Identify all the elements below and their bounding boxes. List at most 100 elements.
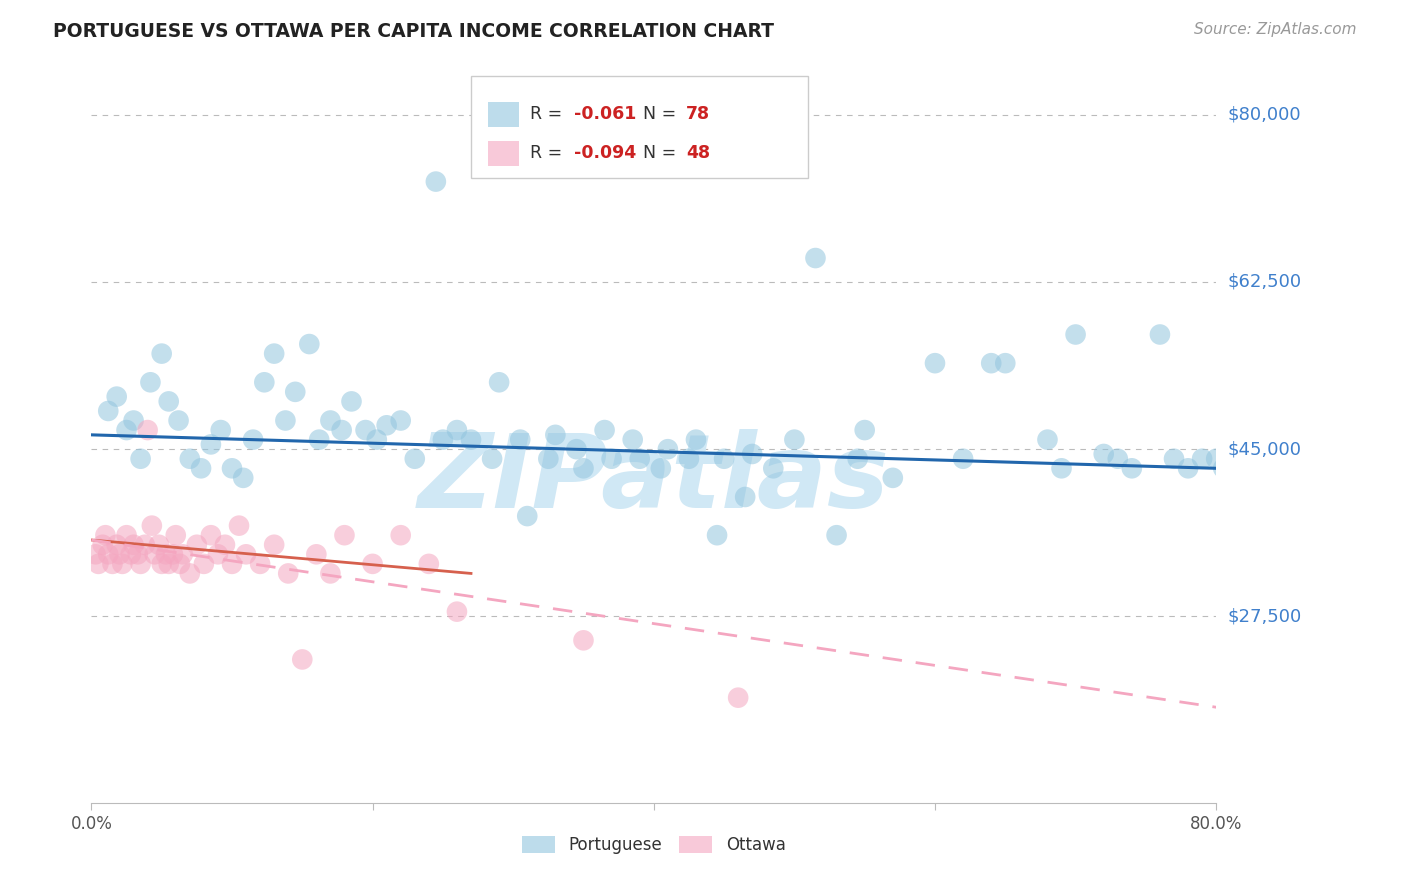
Point: [425, 175, 447, 189]
Point: [330, 423, 353, 437]
Point: [361, 557, 384, 571]
Point: [1121, 461, 1143, 475]
Point: [980, 356, 1002, 370]
Text: -0.094: -0.094: [574, 145, 636, 162]
Point: [446, 423, 468, 437]
Point: [221, 557, 243, 571]
Legend: Portuguese, Ottawa: Portuguese, Ottawa: [516, 830, 792, 861]
Point: [389, 528, 412, 542]
Point: [650, 461, 672, 475]
Point: [713, 451, 735, 466]
Text: -0.061: -0.061: [574, 105, 636, 123]
Point: [253, 376, 276, 390]
Point: [263, 346, 285, 360]
Point: [340, 394, 363, 409]
Point: [853, 423, 876, 437]
Point: [291, 652, 314, 666]
Point: [162, 547, 184, 561]
Point: [214, 538, 236, 552]
Point: [129, 557, 152, 571]
Point: [136, 423, 159, 437]
Point: [120, 547, 142, 561]
Point: [783, 433, 806, 447]
Point: [122, 538, 145, 552]
Point: [169, 557, 191, 571]
Point: [366, 433, 388, 447]
Point: [91, 538, 114, 552]
Point: [706, 528, 728, 542]
Point: [565, 442, 588, 457]
Text: N =: N =: [643, 105, 682, 123]
Text: $80,000: $80,000: [1227, 105, 1301, 124]
Point: [481, 451, 503, 466]
Text: $45,000: $45,000: [1227, 440, 1302, 458]
Point: [129, 451, 152, 466]
Text: 48: 48: [686, 145, 710, 162]
Point: [263, 538, 285, 552]
Point: [200, 528, 222, 542]
Point: [249, 557, 271, 571]
Text: 78: 78: [686, 105, 710, 123]
Point: [319, 413, 342, 427]
Point: [657, 442, 679, 457]
Text: R =: R =: [530, 105, 568, 123]
Point: [994, 356, 1017, 370]
Point: [207, 547, 229, 561]
Point: [228, 518, 250, 533]
Point: [274, 413, 297, 427]
Point: [97, 404, 120, 418]
Point: [628, 451, 651, 466]
Point: [762, 461, 785, 475]
Point: [825, 528, 848, 542]
Point: [155, 547, 177, 561]
Point: [193, 557, 215, 571]
Point: [157, 394, 180, 409]
Text: $62,500: $62,500: [1227, 273, 1302, 291]
Point: [319, 566, 342, 581]
Point: [446, 605, 468, 619]
Point: [150, 346, 173, 360]
Point: [143, 547, 166, 561]
Point: [593, 423, 616, 437]
Text: R =: R =: [530, 145, 568, 162]
Point: [572, 633, 595, 648]
Point: [734, 490, 756, 504]
Point: [139, 376, 162, 390]
Point: [235, 547, 257, 561]
Point: [308, 433, 330, 447]
Point: [305, 547, 328, 561]
Point: [924, 356, 946, 370]
Point: [200, 437, 222, 451]
Point: [157, 557, 180, 571]
Point: [148, 538, 170, 552]
Point: [1092, 447, 1115, 461]
Point: [186, 538, 208, 552]
Text: PORTUGUESE VS OTTAWA PER CAPITA INCOME CORRELATION CHART: PORTUGUESE VS OTTAWA PER CAPITA INCOME C…: [53, 22, 775, 41]
Point: [727, 690, 749, 705]
Point: [1149, 327, 1171, 342]
Point: [537, 451, 560, 466]
Point: [389, 413, 412, 427]
Point: [277, 566, 299, 581]
Point: [141, 518, 163, 533]
Point: [375, 418, 398, 433]
Point: [179, 451, 201, 466]
Point: [516, 509, 538, 524]
Point: [460, 433, 482, 447]
Point: [179, 566, 201, 581]
Point: [685, 433, 707, 447]
Point: [882, 471, 904, 485]
Point: [172, 547, 194, 561]
Point: [190, 461, 212, 475]
Point: [242, 433, 264, 447]
Point: [1212, 461, 1234, 475]
Point: [432, 433, 454, 447]
Point: [94, 528, 117, 542]
Point: [108, 547, 131, 561]
Point: [232, 471, 254, 485]
Point: [1191, 451, 1213, 466]
Point: [165, 528, 187, 542]
Text: Source: ZipAtlas.com: Source: ZipAtlas.com: [1194, 22, 1357, 37]
Point: [1177, 461, 1199, 475]
Point: [952, 451, 974, 466]
